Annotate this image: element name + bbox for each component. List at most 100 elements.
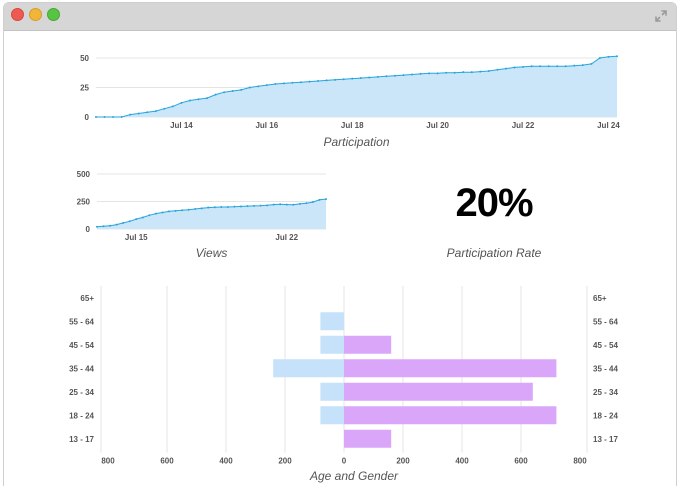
views-data-point [233,205,236,208]
participation-data-point [103,116,106,118]
title-bar [4,3,676,31]
participation-area [96,56,617,117]
participation-data-point [590,62,593,65]
age-gender-category-label-right: 18 - 24 [593,411,618,420]
participation-data-point [129,113,132,116]
views-data-point [148,214,151,217]
views-data-point [128,220,131,223]
age-gender-x-tick-label: 400 [219,457,233,466]
participation-data-point [163,107,166,110]
views-data-point [246,205,249,208]
views-data-point [194,207,197,210]
views-data-point [181,209,184,212]
participation-data-point [616,55,618,58]
participation-data-point [385,75,388,78]
age-gender-category-label-right: 25 - 34 [593,388,618,397]
age-gender-category-label-left: 45 - 54 [69,341,94,350]
age-gender-bar-series-1 [273,359,344,378]
views-data-point [239,205,242,208]
participation-data-point [522,65,525,68]
views-data-point [141,216,144,219]
age-gender-bar-series-1 [320,335,344,354]
views-chart-title: Views [196,246,228,260]
participation-data-point [598,57,601,59]
views-data-point [226,206,229,208]
participation-data-point [453,71,456,74]
views-data-point [266,204,269,207]
views-data-point [187,208,190,211]
age-gender-category-label-right: 45 - 54 [593,341,618,350]
age-gender-category-label-right: 35 - 44 [593,364,618,373]
age-gender-category-label-left: 25 - 34 [69,388,94,397]
participation-x-tick-label: Jul 22 [512,121,535,130]
participation-data-point [581,64,584,67]
participation-data-point [556,65,559,68]
views-data-point [285,203,288,206]
expand-arrows-icon[interactable] [654,9,668,23]
views-data-point [311,201,314,204]
participation-data-point [530,65,533,68]
age-gender-category-label-right: 55 - 64 [593,317,618,326]
participation-data-point [419,72,422,75]
participation-data-point [513,66,516,69]
participation-y-tick-label: 25 [80,84,89,93]
participation-data-point [248,86,251,89]
views-data-point [220,206,223,208]
views-data-point [318,198,321,201]
age-gender-x-tick-label: 600 [514,457,528,466]
age-gender-category-label-left: 35 - 44 [69,364,94,373]
age-gender-category-label-left: 55 - 64 [69,317,94,326]
participation-data-point [539,65,542,68]
participation-data-point [479,70,482,73]
views-data-point [207,206,210,209]
participation-data-point [197,98,200,101]
participation-data-point [206,97,209,100]
participation-rate-value: 20% [455,181,533,225]
age-gender-category-label-right: 65+ [593,294,607,303]
participation-data-point [265,84,268,87]
close-button[interactable] [11,8,24,21]
views-data-point [253,204,256,207]
participation-data-point [351,77,354,80]
age-gender-bar-series-2 [344,335,392,354]
participation-data-point [257,85,260,88]
views-data-point [272,203,275,206]
views-data-point [122,221,125,224]
participation-data-point [231,90,234,93]
participation-data-point [402,74,405,77]
views-data-point [279,203,282,206]
participation-data-point [223,91,226,94]
participation-data-point [368,76,371,79]
participation-data-point [325,79,328,82]
participation-data-point [180,101,183,104]
charts-canvas: 0 25 50 Jul 14 Jul 16 Jul 18 Jul 20 Jul 22 Jul 2… [69,54,620,483]
views-data-point [292,203,295,206]
participation-data-point [137,112,140,115]
participation-data-point [299,81,302,84]
maximize-button[interactable] [47,8,60,21]
participation-x-tick-label: Jul 16 [255,121,278,130]
participation-data-point [436,72,439,75]
age-gender-x-tick-label: 800 [573,457,587,466]
age-gender-chart-title: Age and Gender [309,469,399,483]
views-y-tick-label: 250 [77,198,91,207]
participation-data-point [308,80,311,83]
age-gender-x-tick-label: 200 [396,457,410,466]
views-data-point [298,202,301,205]
views-y-tick-label: 0 [86,225,91,234]
minimize-button[interactable] [29,8,42,21]
age-gender-x-tick-label: 600 [160,457,174,466]
views-data-point [259,204,262,207]
dashboard-content: 0 25 50 Jul 14 Jul 16 Jul 18 Jul 20 Jul 22 Jul 2… [4,31,676,486]
participation-chart-title: Participation [323,135,389,149]
participation-data-point [146,111,149,114]
participation-data-point [171,105,174,108]
participation-data-point [282,82,285,85]
age-gender-category-label-left: 13 - 17 [69,435,94,444]
views-data-point [135,218,138,221]
age-gender-bar-series-1 [320,382,344,401]
participation-data-point [411,73,414,76]
age-gender-category-label-left: 18 - 24 [69,411,94,420]
participation-data-point [214,93,217,96]
participation-data-point [504,67,507,70]
